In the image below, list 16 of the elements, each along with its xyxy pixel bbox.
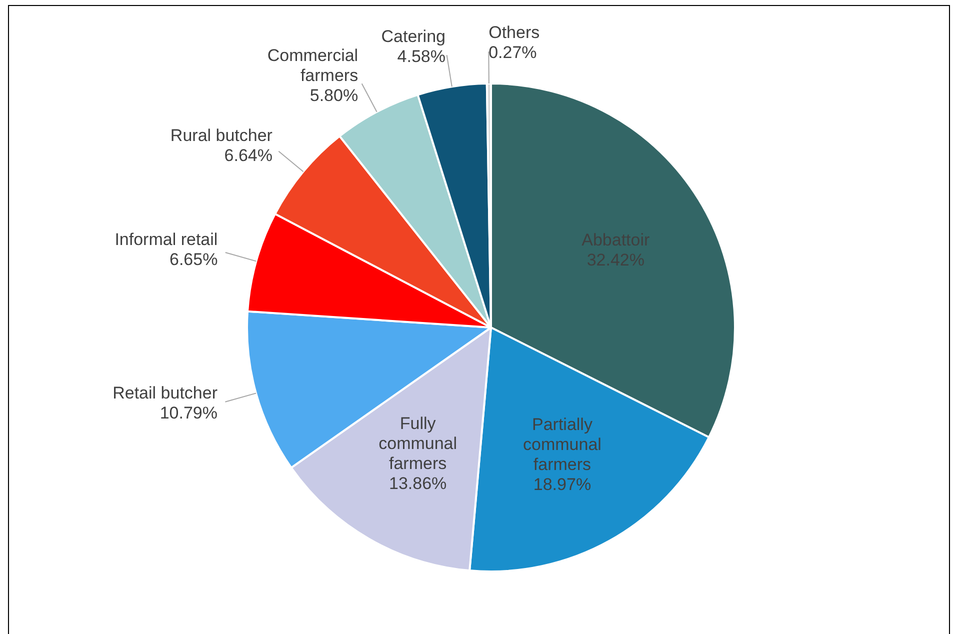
slice-label: Retail butcher (112, 384, 218, 403)
data-label: 6.65% (169, 250, 218, 269)
slice-label: Informal retail (114, 230, 218, 249)
slice-label: Others (488, 23, 540, 42)
data-label: 4.58% (397, 46, 446, 66)
slice-label: Catering (381, 26, 446, 46)
data-label: 6.64% (224, 146, 272, 165)
slice-label: Fully communal farmers (378, 414, 458, 473)
data-label: 10.79% (160, 404, 218, 423)
data-label: 13.86% (388, 474, 447, 493)
slice-label: Partially communal farmers (523, 415, 602, 474)
slice-label: Rural butcher (170, 126, 273, 145)
slice-label: Commercial farmers (267, 46, 358, 86)
data-label: 5.80% (310, 86, 358, 106)
data-label: 0.27% (488, 43, 537, 62)
data-label: 18.97% (533, 475, 592, 494)
